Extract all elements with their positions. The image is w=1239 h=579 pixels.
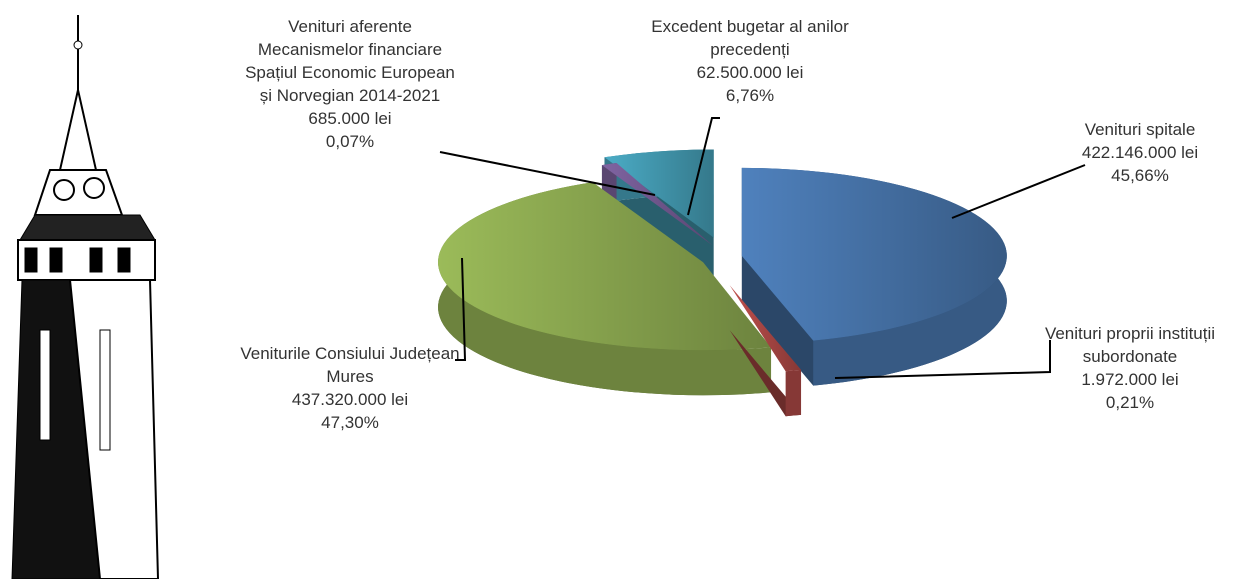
percent-label: 6,76% [650, 84, 850, 107]
amount-label: 1.972.000 lei [1040, 368, 1220, 391]
category-label: Venituri spitale [1040, 118, 1239, 141]
category-label: Venituri proprii instituții subordonate [1040, 322, 1220, 368]
percent-label: 47,30% [240, 411, 460, 434]
pie-slice [438, 182, 771, 395]
category-label: Veniturile Consiului Județean Mures [240, 342, 460, 388]
amount-label: 685.000 lei [240, 107, 460, 130]
percent-label: 0,07% [240, 130, 460, 153]
page: Venituri spitale422.146.000 lei45,66%Ven… [0, 0, 1239, 579]
percent-label: 0,21% [1040, 391, 1220, 414]
slice-rim [786, 370, 801, 416]
category-label: Excedent bugetar al anilor precedenți [650, 15, 850, 61]
amount-label: 62.500.000 lei [650, 61, 850, 84]
category-label: Venituri aferente Mecanismelor financiar… [240, 15, 460, 107]
tower-illustration [12, 15, 158, 579]
percent-label: 45,66% [1040, 164, 1239, 187]
amount-label: 437.320.000 lei [240, 388, 460, 411]
chart [0, 0, 1239, 579]
data-label: Venituri aferente Mecanismelor financiar… [240, 15, 460, 153]
amount-label: 422.146.000 lei [1040, 141, 1239, 164]
